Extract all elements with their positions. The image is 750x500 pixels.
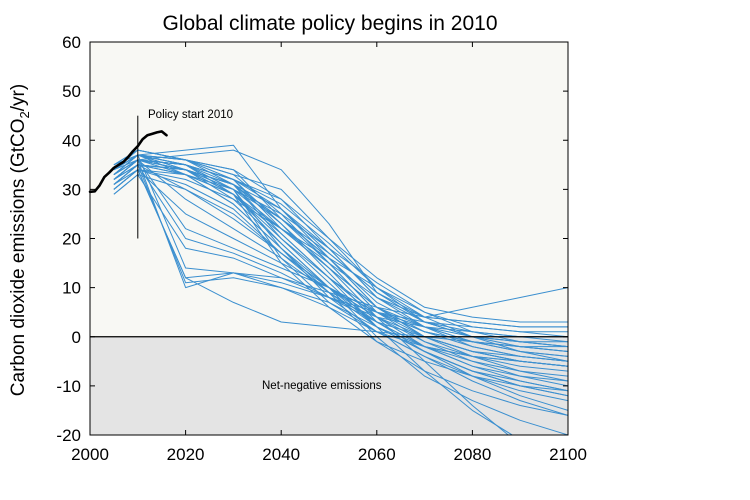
x-tick-label: 2040 bbox=[262, 445, 300, 464]
scenario-line bbox=[113, 154, 514, 435]
scenario-line bbox=[113, 154, 568, 348]
scenario-line bbox=[113, 149, 510, 435]
scenario-line bbox=[113, 164, 568, 348]
y-tick-label: 0 bbox=[72, 328, 81, 347]
scenario-line bbox=[113, 174, 568, 362]
policy-start-label: Policy start 2010 bbox=[148, 109, 233, 121]
y-tick-label: 30 bbox=[62, 180, 81, 199]
y-tick-label: 40 bbox=[62, 131, 81, 150]
x-tick-label: 2000 bbox=[71, 445, 109, 464]
y-tick-label: -20 bbox=[56, 426, 81, 445]
plot-area bbox=[88, 41, 569, 436]
scenario-line bbox=[113, 159, 568, 382]
y-tick-label: 60 bbox=[62, 33, 81, 52]
y-axis: -20 -10 0 10 20 30 40 50 60 bbox=[56, 33, 568, 445]
y-tick-label: 10 bbox=[62, 279, 81, 298]
x-tick-label: 2080 bbox=[453, 445, 491, 464]
y-tick-label: 20 bbox=[62, 230, 81, 249]
chart-title: Global climate policy begins in 2010 bbox=[162, 12, 497, 35]
scenario-lines bbox=[113, 144, 568, 435]
net-negative-label: Net-negative emissions bbox=[262, 380, 382, 392]
y-tick-label: -10 bbox=[56, 377, 81, 396]
y-axis-label: Carbon dioxide emissions (GtCO2/yr) bbox=[8, 84, 32, 396]
x-tick-label: 2060 bbox=[358, 445, 396, 464]
scenario-line bbox=[113, 159, 568, 362]
historical-emissions-line bbox=[88, 130, 168, 194]
x-tick-label: 2020 bbox=[167, 445, 205, 464]
y-tick-label: 50 bbox=[62, 82, 81, 101]
scenario-line bbox=[113, 169, 568, 392]
x-tick-label: 2100 bbox=[549, 445, 587, 464]
x-axis: 2000 2020 2040 2060 2080 2100 bbox=[71, 42, 587, 464]
scenario-line bbox=[113, 169, 568, 392]
